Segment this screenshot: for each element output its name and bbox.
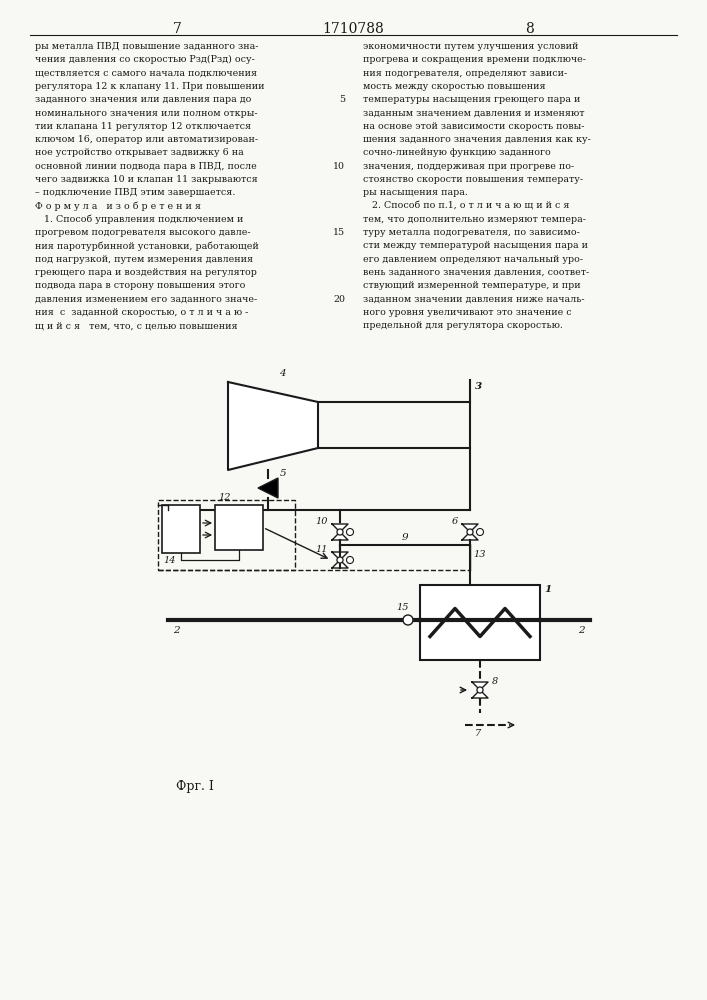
Text: 8: 8: [525, 22, 534, 36]
Polygon shape: [332, 524, 348, 532]
Text: прогрева и сокращения времени подключе-: прогрева и сокращения времени подключе-: [363, 55, 586, 64]
Text: ществляется с самого начала подключения: ществляется с самого начала подключения: [35, 69, 257, 78]
Circle shape: [346, 528, 354, 536]
Text: ния подогревателя, определяют зависи-: ния подогревателя, определяют зависи-: [363, 69, 567, 78]
Text: 15: 15: [333, 228, 345, 237]
Text: ния  с  заданной скоростью, о т л и ч а ю -: ния с заданной скоростью, о т л и ч а ю …: [35, 308, 248, 317]
Polygon shape: [332, 532, 348, 540]
Text: ния паротурбинной установки, работающей: ния паротурбинной установки, работающей: [35, 241, 259, 251]
Circle shape: [467, 529, 473, 535]
Text: ствующий измеренной температуре, и при: ствующий измеренной температуре, и при: [363, 281, 580, 290]
Text: его давлением определяют начальный уро-: его давлением определяют начальный уро-: [363, 255, 583, 264]
Text: 1: 1: [544, 585, 551, 594]
Text: Ф о р м у л а   и з о б р е т е н и я: Ф о р м у л а и з о б р е т е н и я: [35, 202, 201, 211]
Text: 6: 6: [452, 518, 458, 526]
Polygon shape: [472, 690, 488, 698]
Text: 2: 2: [173, 626, 180, 635]
Text: на основе этой зависимости скорость повы-: на основе этой зависимости скорость повы…: [363, 122, 585, 131]
Text: ры металла ПВД повышение заданного зна-: ры металла ПВД повышение заданного зна-: [35, 42, 259, 51]
Text: 1710788: 1710788: [322, 22, 384, 36]
Text: 12: 12: [218, 493, 230, 502]
Polygon shape: [462, 532, 478, 540]
Circle shape: [337, 529, 343, 535]
Text: давления изменением его заданного значе-: давления изменением его заданного значе-: [35, 295, 257, 304]
Text: экономичности путем улучшения условий: экономичности путем улучшения условий: [363, 42, 578, 51]
Text: температуры насыщения греющего пара и: температуры насыщения греющего пара и: [363, 95, 580, 104]
Bar: [162, 505, 200, 553]
Text: 8: 8: [492, 678, 498, 686]
Text: 14: 14: [163, 556, 175, 565]
Text: сти между температурой насыщения пара и: сти между температурой насыщения пара и: [363, 241, 588, 250]
Polygon shape: [258, 478, 278, 498]
Text: 5: 5: [280, 469, 286, 478]
Text: щ и й с я   тем, что, с целью повышения: щ и й с я тем, что, с целью повышения: [35, 321, 238, 330]
Text: мость между скоростью повышения: мость между скоростью повышения: [363, 82, 546, 91]
Bar: [158, 500, 295, 570]
Text: 1. Способ управления подключением и: 1. Способ управления подключением и: [35, 215, 243, 224]
Text: заданном значении давления ниже началь-: заданном значении давления ниже началь-: [363, 295, 585, 304]
Bar: [420, 585, 540, 660]
Text: основной линии подвода пара в ПВД, после: основной линии подвода пара в ПВД, после: [35, 162, 257, 171]
Text: ное устройство открывает задвижку 6 на: ное устройство открывает задвижку 6 на: [35, 148, 244, 157]
Polygon shape: [472, 682, 488, 690]
Text: 15: 15: [397, 603, 409, 612]
Polygon shape: [332, 560, 348, 568]
Text: ры насыщения пара.: ры насыщения пара.: [363, 188, 468, 197]
Text: 7: 7: [475, 729, 481, 738]
Text: 10: 10: [333, 162, 345, 171]
Text: 3: 3: [475, 382, 482, 391]
Text: сочно-линейную функцию заданного: сочно-линейную функцию заданного: [363, 148, 551, 157]
Text: вень заданного значения давления, соответ-: вень заданного значения давления, соотве…: [363, 268, 589, 277]
Text: 11: 11: [315, 546, 328, 554]
Text: 5: 5: [339, 95, 345, 104]
Circle shape: [477, 528, 484, 536]
Text: – подключение ПВД этим завершается.: – подключение ПВД этим завершается.: [35, 188, 235, 197]
Text: туру металла подогревателя, по зависимо-: туру металла подогревателя, по зависимо-: [363, 228, 580, 237]
Text: 20: 20: [333, 295, 345, 304]
Text: 10: 10: [315, 518, 328, 526]
Polygon shape: [228, 382, 318, 470]
Text: ключом 16, оператор или автоматизирован-: ключом 16, оператор или автоматизирован-: [35, 135, 258, 144]
Text: регулятора 12 к клапану 11. При повышении: регулятора 12 к клапану 11. При повышени…: [35, 82, 264, 91]
Polygon shape: [332, 552, 348, 560]
Text: чего задвижка 10 и клапан 11 закрываются: чего задвижка 10 и клапан 11 закрываются: [35, 175, 258, 184]
Circle shape: [346, 556, 354, 564]
Text: шения заданного значения давления как ку-: шения заданного значения давления как ку…: [363, 135, 591, 144]
Text: стоянство скорости повышения температу-: стоянство скорости повышения температу-: [363, 175, 583, 184]
Text: 7: 7: [173, 22, 182, 36]
Text: Фрг. I: Фрг. I: [176, 780, 214, 793]
Text: 4: 4: [279, 369, 286, 378]
Text: 2. Способ по п.1, о т л и ч а ю щ и й с я: 2. Способ по п.1, о т л и ч а ю щ и й с …: [363, 202, 570, 211]
Text: номинального значения или полном откры-: номинального значения или полном откры-: [35, 108, 257, 117]
Text: значения, поддерживая при прогреве по-: значения, поддерживая при прогреве по-: [363, 162, 574, 171]
Text: 9: 9: [402, 533, 409, 542]
Text: чения давления со скоростью Рзд(Рзд) осу-: чения давления со скоростью Рзд(Рзд) осу…: [35, 55, 255, 64]
Text: тии клапана 11 регулятор 12 отключается: тии клапана 11 регулятор 12 отключается: [35, 122, 251, 131]
Text: греющего пара и воздействия на регулятор: греющего пара и воздействия на регулятор: [35, 268, 257, 277]
Polygon shape: [462, 524, 478, 532]
Circle shape: [403, 615, 413, 625]
Text: прогревом подогревателя высокого давле-: прогревом подогревателя высокого давле-: [35, 228, 250, 237]
Circle shape: [477, 687, 483, 693]
Text: под нагрузкой, путем измерения давления: под нагрузкой, путем измерения давления: [35, 255, 253, 264]
Text: заданного значения или давления пара до: заданного значения или давления пара до: [35, 95, 252, 104]
Text: 13: 13: [473, 550, 486, 559]
Bar: [215, 505, 263, 550]
Circle shape: [337, 557, 343, 563]
Text: подвода пара в сторону повышения этого: подвода пара в сторону повышения этого: [35, 281, 245, 290]
Text: заданным значением давления и изменяют: заданным значением давления и изменяют: [363, 108, 585, 117]
Text: 2: 2: [578, 626, 585, 635]
Text: предельной для регулятора скоростью.: предельной для регулятора скоростью.: [363, 321, 563, 330]
Text: тем, что дополнительно измеряют темпера-: тем, что дополнительно измеряют темпера-: [363, 215, 586, 224]
Text: ного уровня увеличивают это значение с: ного уровня увеличивают это значение с: [363, 308, 572, 317]
